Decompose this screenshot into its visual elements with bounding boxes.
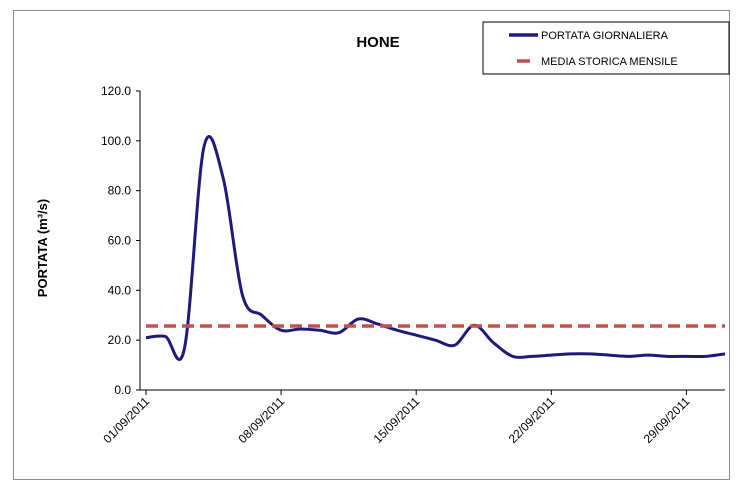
y-tick-label: 20.0 bbox=[108, 333, 132, 347]
legend-box bbox=[482, 21, 730, 75]
y-axis-label: PORTATA (m³/s) bbox=[35, 199, 50, 297]
legend: PORTATA GIORNALIERA MEDIA STORICA MENSIL… bbox=[482, 21, 730, 75]
legend-label-media: MEDIA STORICA MENSILE bbox=[541, 56, 678, 68]
x-tick-label: 08/09/2011 bbox=[235, 394, 287, 446]
y-tick-label: 0.0 bbox=[114, 383, 131, 397]
y-tick-label: 120.0 bbox=[101, 84, 131, 98]
x-tick-label: 01/09/2011 bbox=[100, 394, 152, 446]
y-tick-label: 60.0 bbox=[108, 234, 132, 248]
x-tick-label: 22/09/2011 bbox=[506, 394, 558, 446]
y-tick-label: 80.0 bbox=[108, 184, 132, 198]
y-tick-label: 40.0 bbox=[108, 283, 132, 297]
chart-frame bbox=[13, 10, 730, 480]
series-layer bbox=[145, 135, 726, 361]
y-tick-label: 100.0 bbox=[101, 134, 131, 148]
chart-title: HONE bbox=[356, 34, 399, 51]
x-tick-label: 15/09/2011 bbox=[371, 394, 423, 446]
series-line-portata bbox=[145, 135, 726, 361]
x-tick-label: 29/09/2011 bbox=[641, 394, 693, 446]
legend-label-portata: PORTATA GIORNALIERA bbox=[541, 30, 669, 42]
